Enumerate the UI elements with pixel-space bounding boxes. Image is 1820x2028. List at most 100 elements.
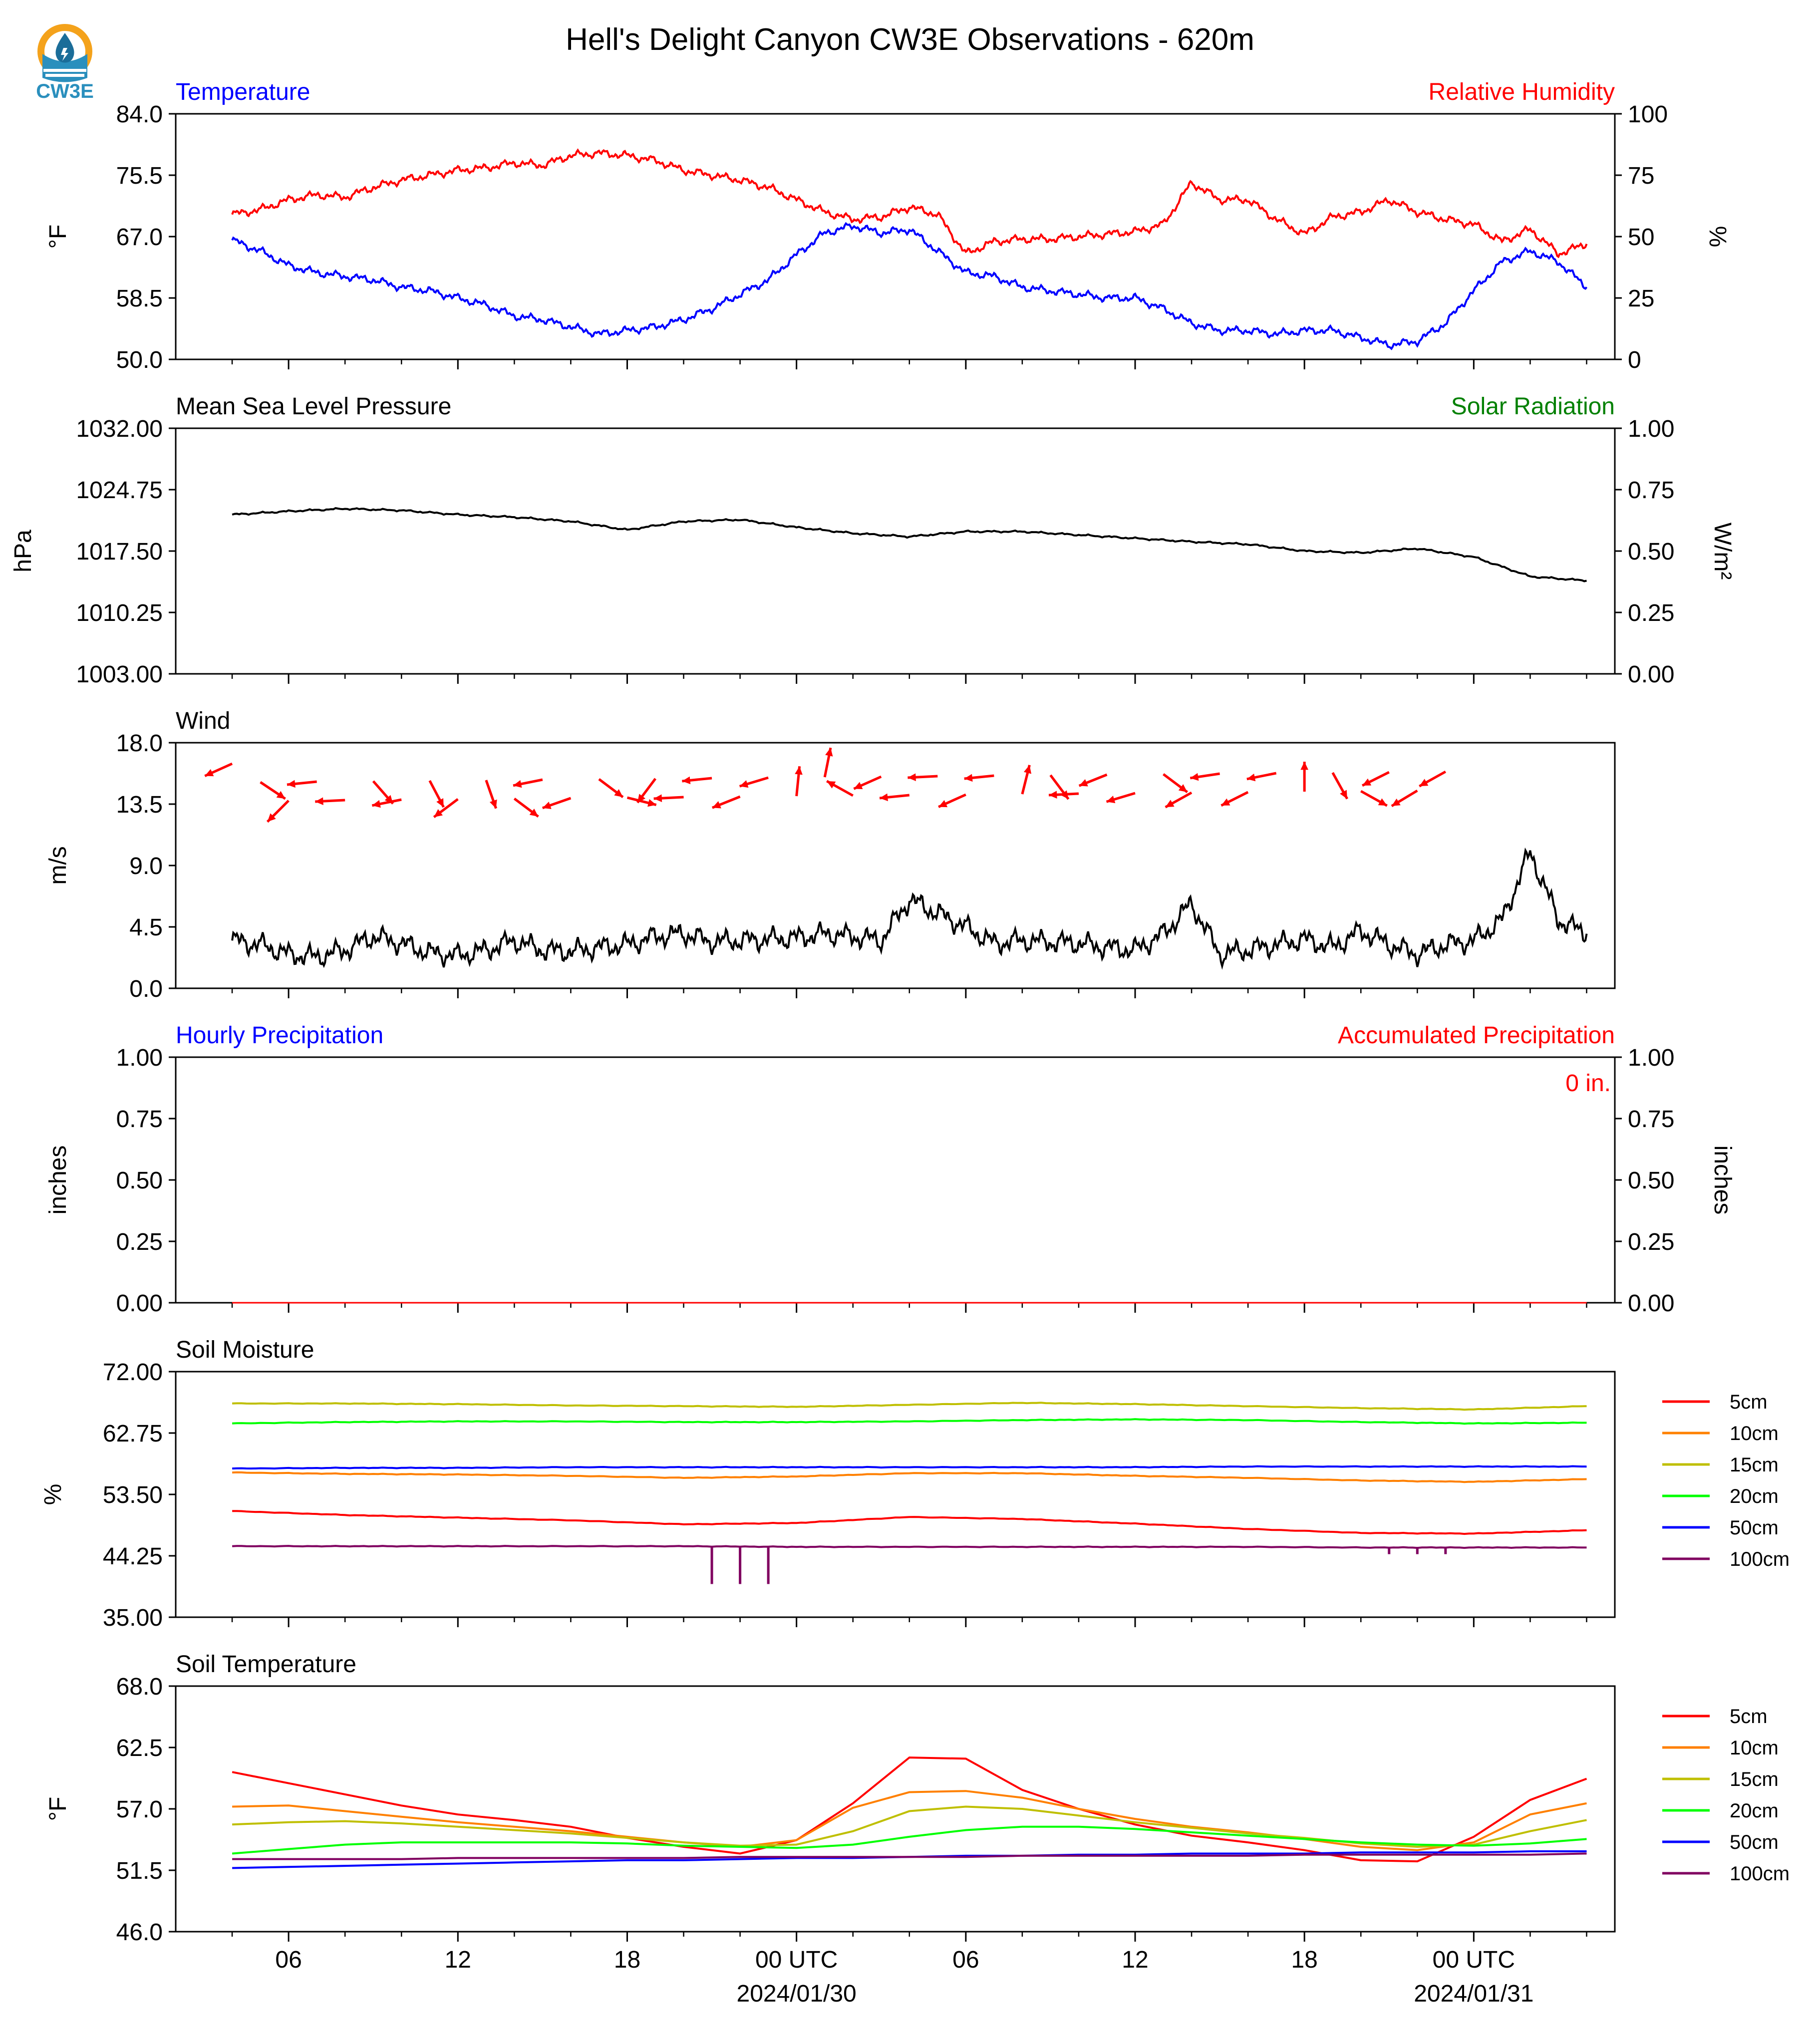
wind-arrow-head	[529, 809, 539, 817]
wind-arrow-head	[1049, 791, 1057, 799]
ytick-left-label: 1032.00	[76, 416, 163, 442]
xtick-label: 06	[952, 1947, 979, 1973]
soil-moisture-line-100cm	[232, 1545, 1587, 1549]
wind-speed-line	[231, 847, 1588, 970]
wind-arrow-head	[637, 794, 645, 803]
soil-moisture-line-5cm	[232, 1510, 1587, 1535]
wind-arrow-head	[267, 813, 276, 822]
wind-arrow-head	[1246, 773, 1256, 782]
ylabel-right: W/m²	[1709, 523, 1736, 580]
wind-arrow	[287, 780, 317, 788]
wind-arrow	[1361, 771, 1390, 787]
legend-label: 50cm	[1730, 1517, 1779, 1539]
ytick-left-label: 67.0	[116, 224, 163, 251]
wind-arrow	[1048, 791, 1079, 799]
wind-arrow	[879, 793, 910, 802]
ytick-left-label: 53.50	[103, 1482, 163, 1508]
ytick-right-label: 0.25	[1628, 600, 1674, 626]
cw3e-logo: CW3E	[27, 19, 102, 102]
wind-arrow-head	[880, 793, 888, 802]
wind-arrow-head	[827, 781, 836, 789]
legend-label: 20cm	[1730, 1485, 1779, 1507]
ytick-left-label: 0.0	[129, 976, 163, 1002]
wind-arrow-head	[682, 776, 691, 785]
ytick-left-label: 1003.00	[76, 661, 163, 688]
panels-group: Temperature Relative Humidity 84.0 75.5 67.0…	[10, 79, 1790, 1946]
legend-label: 15cm	[1730, 1768, 1779, 1790]
ytick-left-label: 58.5	[116, 286, 163, 312]
wind-arrow	[938, 793, 966, 808]
wind-arrow-head	[1190, 773, 1199, 781]
ytick-right-label: 0.50	[1628, 539, 1674, 565]
ytick-left-label: 75.5	[116, 163, 163, 189]
legend-label: 5cm	[1730, 1391, 1768, 1413]
xtick-date-label: 2024/01/30	[737, 1981, 857, 2007]
ytick-left-label: 57.0	[116, 1796, 163, 1823]
wind-arrow	[371, 798, 402, 808]
wind-arrow-head	[1378, 798, 1387, 806]
panel-title-left: Hourly Precipitation	[176, 1022, 383, 1049]
ytick-left-label: 0.75	[116, 1106, 163, 1133]
wind-arrow-head	[1165, 800, 1175, 808]
panel-title-right: Solar Radiation	[1451, 393, 1615, 420]
panel-frame	[175, 1056, 1616, 1304]
wind-arrow	[542, 797, 572, 810]
panel-title-left: Mean Sea Level Pressure	[176, 393, 451, 420]
ytick-left-label: 1024.75	[76, 477, 163, 504]
wind-arrow	[1078, 773, 1108, 787]
ytick-left-label: 0.50	[116, 1167, 163, 1194]
wind-arrow	[653, 794, 684, 803]
panel-frame	[175, 113, 1616, 360]
panel-pressure: Mean Sea Level Pressure Solar Radiation 10…	[10, 393, 1736, 688]
wind-arrow-head	[795, 766, 803, 775]
wind-arrow-head	[434, 809, 443, 817]
wind-arrow	[204, 762, 233, 777]
wind-arrow-head	[739, 780, 749, 788]
wind-arrow-head	[854, 782, 863, 789]
xtick-label: 06	[275, 1947, 302, 1973]
wind-arrow-head	[1178, 784, 1188, 792]
xtick-label: 18	[1291, 1947, 1317, 1973]
ytick-left-label: 84.0	[116, 101, 163, 128]
wind-arrow-head	[1023, 765, 1032, 774]
wind-arrow	[428, 780, 445, 808]
ytick-left-label: 62.75	[103, 1421, 163, 1447]
accumulated-total-label: 0 in.	[1565, 1070, 1611, 1097]
ylabel-left: inches	[45, 1146, 71, 1215]
ytick-left-label: 35.00	[103, 1605, 163, 1631]
humidity-line	[231, 148, 1588, 259]
ytick-left-label: 1.00	[116, 1045, 163, 1071]
wind-arrow	[1300, 762, 1309, 792]
ytick-right-label: 1.00	[1628, 1045, 1674, 1071]
soil-temp-line-20cm	[232, 1825, 1587, 1855]
wind-arrow	[485, 780, 498, 809]
wind-arrow	[1391, 789, 1418, 808]
soil-temp-line-100cm	[232, 1852, 1587, 1860]
wind-arrow	[795, 766, 803, 797]
ytick-right-label: 0	[1628, 347, 1641, 373]
ytick-right-label: 100	[1628, 101, 1668, 128]
ytick-left-label: 72.00	[103, 1359, 163, 1386]
wind-arrow-head	[712, 801, 721, 809]
wind-arrow	[1419, 770, 1447, 788]
soil-temp-line-5cm	[232, 1756, 1587, 1863]
time-axis: 06 12 18 00 UTC 06 12 18 00 UTC 2024/01/30 2024/0…	[275, 1947, 1533, 2007]
xtick-label: 12	[1122, 1947, 1148, 1973]
wind-arrow	[636, 778, 656, 804]
xtick-label: 00 UTC	[1433, 1947, 1515, 1973]
wind-arrow	[372, 780, 394, 805]
wind-arrow	[682, 776, 712, 785]
ytick-left-label: 9.0	[129, 853, 163, 879]
wind-arrow	[1106, 792, 1136, 804]
legend-label: 100cm	[1730, 1548, 1790, 1570]
soil-temp-line-15cm	[232, 1805, 1587, 1848]
wind-arrow-head	[653, 794, 662, 803]
ylabel-left: hPa	[10, 530, 36, 573]
ytick-left-label: 62.5	[116, 1735, 163, 1761]
wind-arrow-head	[205, 769, 214, 777]
wind-arrow	[513, 798, 539, 818]
wind-arrow	[266, 800, 290, 823]
wind-arrow	[626, 796, 657, 807]
panel-soil_temperature: Soil Temperature 68.0 62.5 57.0 51.5 46.0 °F 5c…	[45, 1651, 1790, 1946]
ytick-right-label: 0.50	[1628, 1167, 1674, 1194]
